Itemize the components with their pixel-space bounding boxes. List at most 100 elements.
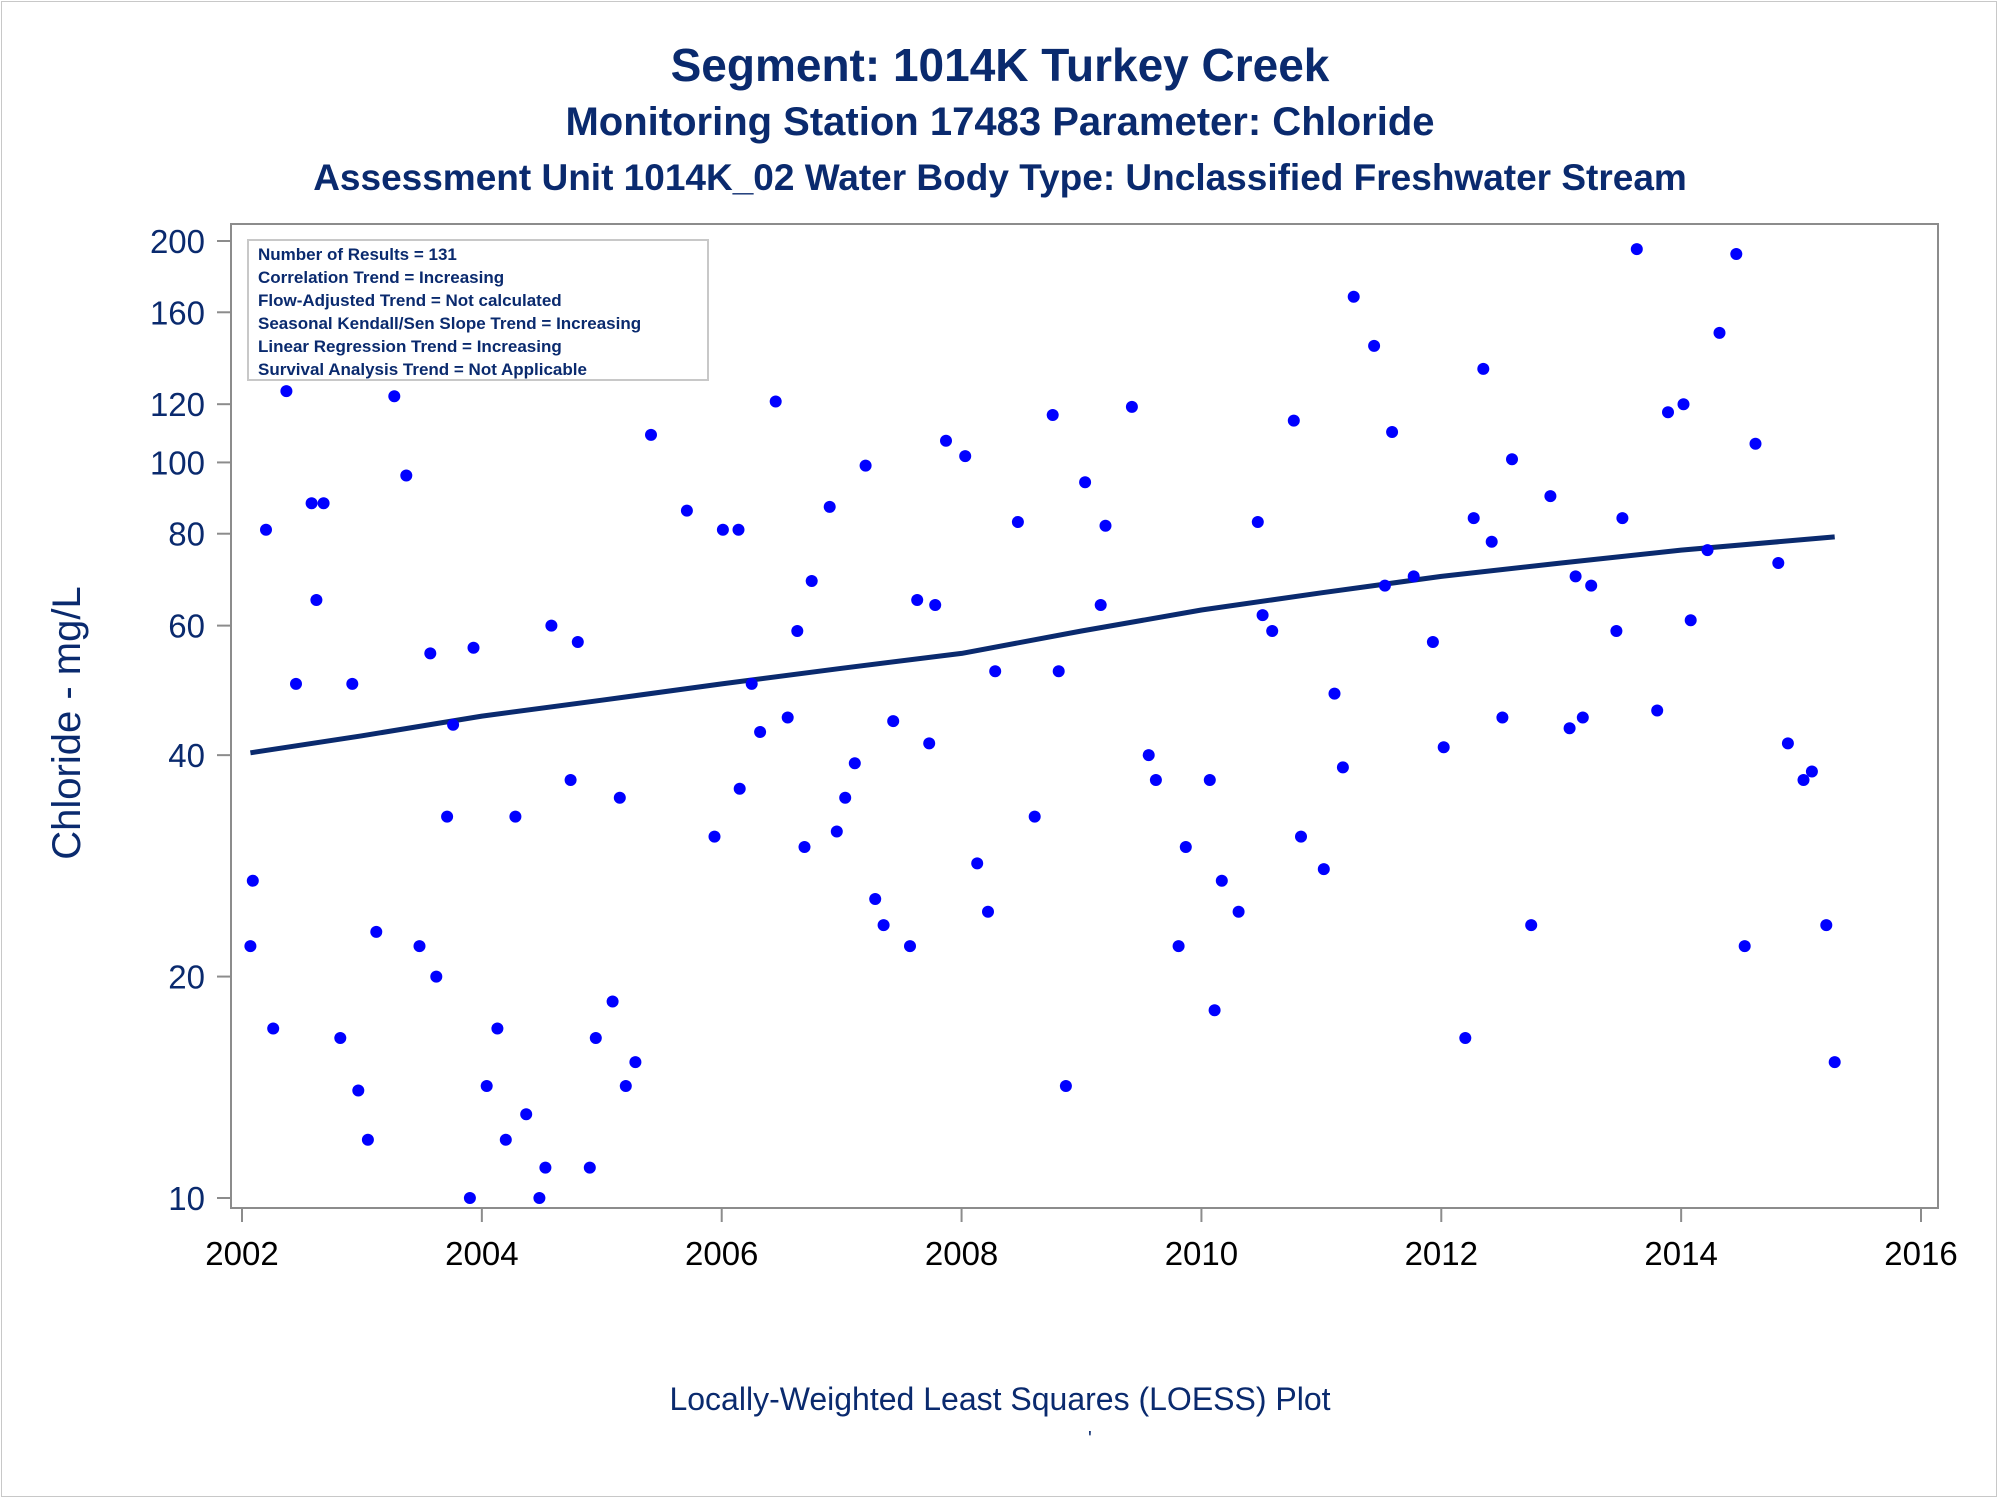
- data-point: [1208, 1004, 1221, 1017]
- legend-line: Number of Results = 131: [258, 245, 457, 264]
- data-point: [1477, 362, 1490, 375]
- data-point: [290, 677, 302, 690]
- data-point: [1317, 863, 1330, 876]
- data-point: [1701, 544, 1714, 557]
- data-point: [388, 390, 401, 403]
- data-point: [680, 504, 693, 517]
- legend-line: Seasonal Kendall/Sen Slope Trend = Incre…: [258, 314, 641, 333]
- x-tick-label: 2014: [1644, 1235, 1717, 1272]
- data-point: [1328, 687, 1341, 700]
- data-point: [463, 1192, 476, 1204]
- data-point: [1046, 409, 1059, 421]
- data-point: [1125, 400, 1138, 413]
- y-tick-label: 40: [168, 737, 205, 774]
- data-point: [1749, 437, 1762, 450]
- data-point: [708, 830, 721, 843]
- data-point: [491, 1022, 504, 1035]
- data-point: [1828, 1056, 1841, 1069]
- data-point: [1781, 737, 1794, 750]
- data-point: [1485, 535, 1498, 548]
- data-point: [1730, 248, 1743, 260]
- footnote-mark: ': [1088, 1428, 1092, 1450]
- data-point: [520, 1108, 533, 1121]
- data-point: [869, 893, 882, 905]
- data-point: [267, 1022, 280, 1035]
- x-tick-label: 2006: [685, 1235, 758, 1272]
- data-point: [1094, 599, 1107, 611]
- data-point: [645, 428, 657, 441]
- data-point: [545, 619, 558, 632]
- x-tick-label: 2010: [1165, 1235, 1238, 1272]
- data-point: [1772, 557, 1785, 569]
- data-point: [989, 665, 1002, 678]
- data-point: [317, 497, 330, 510]
- data-point: [1215, 874, 1228, 887]
- data-point: [260, 523, 272, 536]
- data-point: [732, 523, 745, 536]
- data-point: [1563, 722, 1576, 735]
- data-point: [1266, 625, 1279, 637]
- x-tick-label: 2012: [1405, 1235, 1478, 1272]
- data-point: [606, 995, 619, 1008]
- data-point: [1295, 830, 1307, 843]
- footnote: Locally-Weighted Least Squares (LOESS) P…: [669, 1381, 1331, 1417]
- data-point: [911, 594, 924, 606]
- data-point: [305, 497, 318, 510]
- data-point: [1179, 841, 1192, 853]
- data-point: [1386, 426, 1399, 438]
- data-point: [441, 810, 454, 823]
- data-point: [1368, 339, 1381, 352]
- data-point: [1028, 810, 1041, 823]
- data-point: [781, 711, 794, 724]
- data-point: [971, 857, 984, 870]
- data-point: [1662, 406, 1674, 419]
- data-point: [564, 774, 577, 786]
- data-point: [424, 647, 437, 660]
- data-point: [940, 434, 952, 447]
- data-point: [1738, 940, 1751, 953]
- data-point: [805, 575, 818, 587]
- data-point: [1576, 711, 1589, 724]
- data-point: [583, 1161, 596, 1174]
- data-point: [830, 825, 843, 838]
- data-point: [1713, 326, 1726, 339]
- data-point: [1651, 704, 1664, 717]
- data-point: [1203, 774, 1216, 786]
- data-point: [823, 500, 836, 513]
- x-tick-label: 2008: [925, 1235, 998, 1272]
- x-tick-label: 2002: [205, 1235, 278, 1272]
- data-point: [533, 1192, 546, 1204]
- stats-legend: Number of Results = 131 Correlation Trend…: [247, 239, 709, 381]
- data-point: [1585, 579, 1598, 592]
- data-point: [1149, 774, 1162, 786]
- legend-line: Linear Regression Trend = Increasing: [258, 337, 562, 356]
- data-point: [310, 594, 323, 606]
- data-point: [1336, 761, 1349, 774]
- data-point: [1805, 765, 1818, 778]
- data-point: [877, 919, 890, 932]
- data-point: [1467, 512, 1480, 525]
- data-point: [1506, 453, 1518, 466]
- x-tick-label: 2004: [445, 1235, 518, 1272]
- data-point: [509, 810, 522, 823]
- data-point: [629, 1056, 642, 1069]
- data-point: [334, 1032, 347, 1044]
- data-point: [589, 1032, 602, 1044]
- data-point: [859, 459, 872, 472]
- data-point: [1677, 398, 1690, 411]
- data-point: [959, 450, 972, 463]
- data-point: [745, 677, 758, 690]
- data-point: [370, 925, 383, 938]
- y-tick-label: 160: [150, 294, 205, 331]
- data-point: [887, 715, 900, 728]
- data-point: [1378, 579, 1391, 592]
- data-point: [430, 970, 443, 983]
- legend-line: Flow-Adjusted Trend = Not calculated: [258, 291, 562, 310]
- data-point: [1407, 570, 1420, 583]
- y-tick-label: 200: [150, 223, 205, 260]
- data-point: [1256, 609, 1269, 622]
- data-point: [539, 1161, 552, 1174]
- data-point: [1544, 490, 1557, 503]
